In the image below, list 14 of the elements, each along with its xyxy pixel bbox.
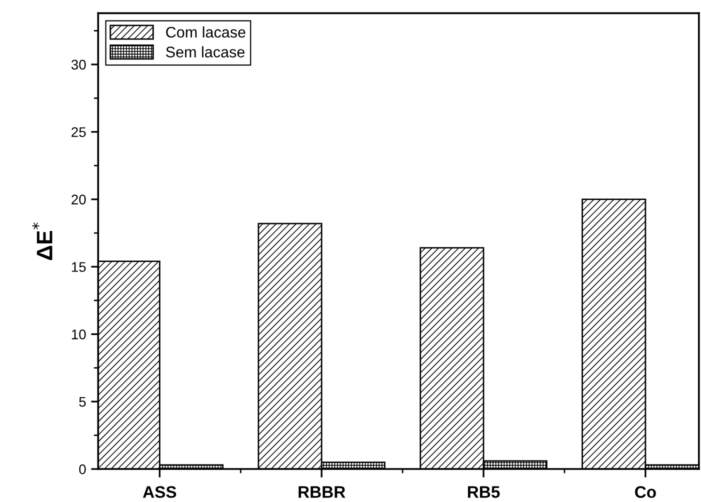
y-tick-label: 30 xyxy=(71,60,86,70)
y-axis-title: ΔE$^{*}$ xyxy=(32,222,52,260)
x-tick-label: ASS xyxy=(142,486,176,498)
y-tick-label: 20 xyxy=(72,194,86,204)
legend-label: Com lacase xyxy=(166,26,246,38)
y-tick-label: 0 xyxy=(79,464,86,474)
y-tick-label: 5 xyxy=(79,397,86,407)
legend-label: Sem lacase xyxy=(166,46,245,58)
y-tick-label: 15 xyxy=(72,262,86,272)
y-tick-label: 25 xyxy=(72,127,86,138)
y-tick-label: 10 xyxy=(72,329,86,340)
x-tick-label: RB5 xyxy=(468,486,500,498)
x-tick-label: Co xyxy=(635,486,656,498)
x-tick-label: RBBR xyxy=(298,486,346,498)
